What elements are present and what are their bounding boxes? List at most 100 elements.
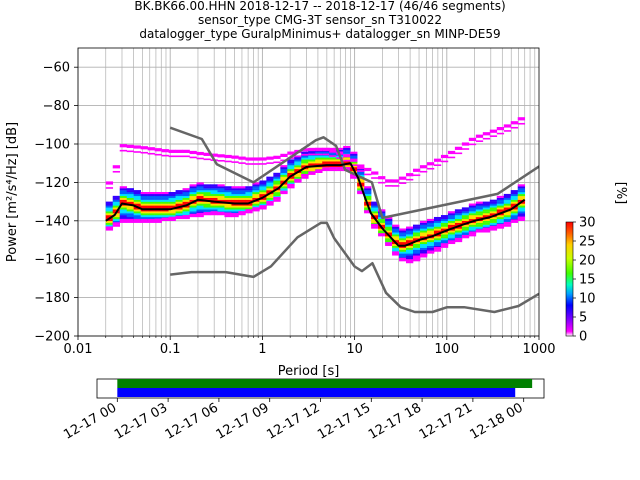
- heatmap-cell: [489, 205, 498, 208]
- heatmap-cell: [259, 199, 267, 202]
- heatmap-cell: [154, 195, 162, 198]
- heatmap-cell: [140, 203, 148, 206]
- heatmap-cell: [433, 240, 442, 243]
- heatmap-cell: [392, 226, 400, 229]
- heatmap-cell: [406, 234, 414, 237]
- heatmap-cell: [203, 195, 211, 198]
- heatmap-cell: [433, 236, 442, 239]
- x-tick-label: 10: [346, 342, 363, 357]
- heatmap-cell: [510, 197, 519, 200]
- heatmap-cell: [475, 220, 484, 223]
- heatmap-cell: [406, 261, 414, 264]
- heatmap-cell: [468, 226, 477, 229]
- heatmap-cell: [126, 144, 134, 148]
- heatmap-cell: [119, 216, 128, 220]
- heatmap-cell: [196, 205, 204, 208]
- heatmap-cell: [343, 161, 351, 164]
- heatmap-cell: [161, 203, 169, 206]
- y-tick-label: −120: [34, 176, 70, 191]
- heatmap-cell: [406, 257, 414, 260]
- heatmap-cell: [357, 180, 365, 183]
- heatmap-cell: [245, 207, 253, 210]
- timeline-tick-label: 12-17 12: [264, 400, 322, 442]
- heatmap-cell: [280, 184, 288, 187]
- heatmap-cell: [105, 187, 114, 189]
- heatmap-cell: [126, 205, 134, 208]
- heatmap-cell: [168, 201, 176, 204]
- heatmap-cell: [412, 230, 421, 233]
- heatmap-cell: [371, 220, 379, 223]
- heatmap-cell: [294, 172, 302, 175]
- heatmap-cell: [308, 172, 316, 175]
- heatmap-cell: [217, 207, 225, 210]
- heatmap-cell: [468, 228, 477, 231]
- heatmap-cell: [350, 164, 358, 166]
- heatmap-cell: [503, 221, 512, 225]
- heatmap-cell: [287, 165, 295, 168]
- timeline-tick-label: 12-17 03: [112, 400, 170, 442]
- heatmap-cell: [399, 238, 407, 241]
- heatmap-cell: [371, 213, 379, 216]
- heatmap-cell: [119, 207, 128, 210]
- heatmap-cell: [175, 149, 183, 153]
- heatmap-cell: [392, 245, 400, 248]
- heatmap-cell: [419, 241, 428, 245]
- heatmap-cell: [364, 199, 372, 202]
- heatmap-cell: [433, 218, 442, 221]
- heatmap-cell: [238, 195, 246, 198]
- heatmap-cell: [371, 222, 379, 225]
- heatmap-cell: [489, 213, 498, 216]
- heatmap-cell: [385, 222, 393, 225]
- heatmap-cell: [489, 225, 498, 229]
- heatmap-cell: [503, 224, 512, 227]
- heatmap-cell: [182, 199, 190, 202]
- heatmap-cell: [287, 172, 295, 175]
- heatmap-cell: [412, 241, 421, 245]
- heatmap-cell: [301, 148, 309, 152]
- heatmap-cell: [412, 232, 421, 235]
- heatmap-cell: [112, 209, 121, 212]
- heatmap-cell: [301, 157, 309, 160]
- heatmap-cell: [105, 213, 114, 216]
- heatmap-cell: [182, 209, 190, 212]
- heatmap-cell: [231, 203, 239, 206]
- heatmap-cell: [259, 180, 267, 183]
- heatmap-cell: [126, 215, 134, 218]
- heatmap-cell: [440, 234, 449, 237]
- heatmap-cell: [126, 193, 134, 197]
- heatmap-cell: [489, 209, 498, 212]
- heatmap-cell: [231, 186, 239, 189]
- heatmap-cell: [280, 170, 288, 173]
- heatmap-cell: [224, 215, 232, 218]
- heatmap-cell: [224, 186, 232, 189]
- heatmap-cell: [266, 184, 274, 187]
- heatmap-cell: [440, 236, 449, 239]
- heatmap-cell: [510, 207, 519, 210]
- heatmap-cell: [392, 238, 400, 241]
- heatmap-cell: [489, 207, 498, 210]
- heatmap-cell: [419, 255, 428, 258]
- heatmap-cell: [468, 137, 477, 141]
- heatmap-cell: [210, 188, 218, 191]
- heatmap-cell: [440, 240, 449, 243]
- heatmap-cell: [392, 228, 400, 231]
- heatmap-cell: [252, 209, 260, 212]
- heatmap-cell: [196, 197, 204, 200]
- heatmap-cell: [419, 251, 428, 254]
- heatmap-cell: [168, 195, 176, 198]
- heatmap-cell: [168, 216, 176, 219]
- heatmap-cell: [238, 209, 246, 212]
- heatmap-cell: [322, 151, 330, 154]
- heatmap-cell: [245, 188, 253, 191]
- heatmap-cell: [273, 199, 281, 202]
- heatmap-cell: [392, 232, 400, 235]
- heatmap-cell: [385, 236, 393, 239]
- heatmap-cell: [168, 205, 176, 208]
- heatmap-cell: [433, 226, 442, 229]
- heatmap-cell: [475, 215, 484, 218]
- heatmap-cell: [238, 156, 246, 160]
- heatmap-cell: [399, 253, 407, 256]
- timeline-tick-label: 12-17 00: [61, 400, 119, 442]
- heatmap-cell: [496, 215, 505, 218]
